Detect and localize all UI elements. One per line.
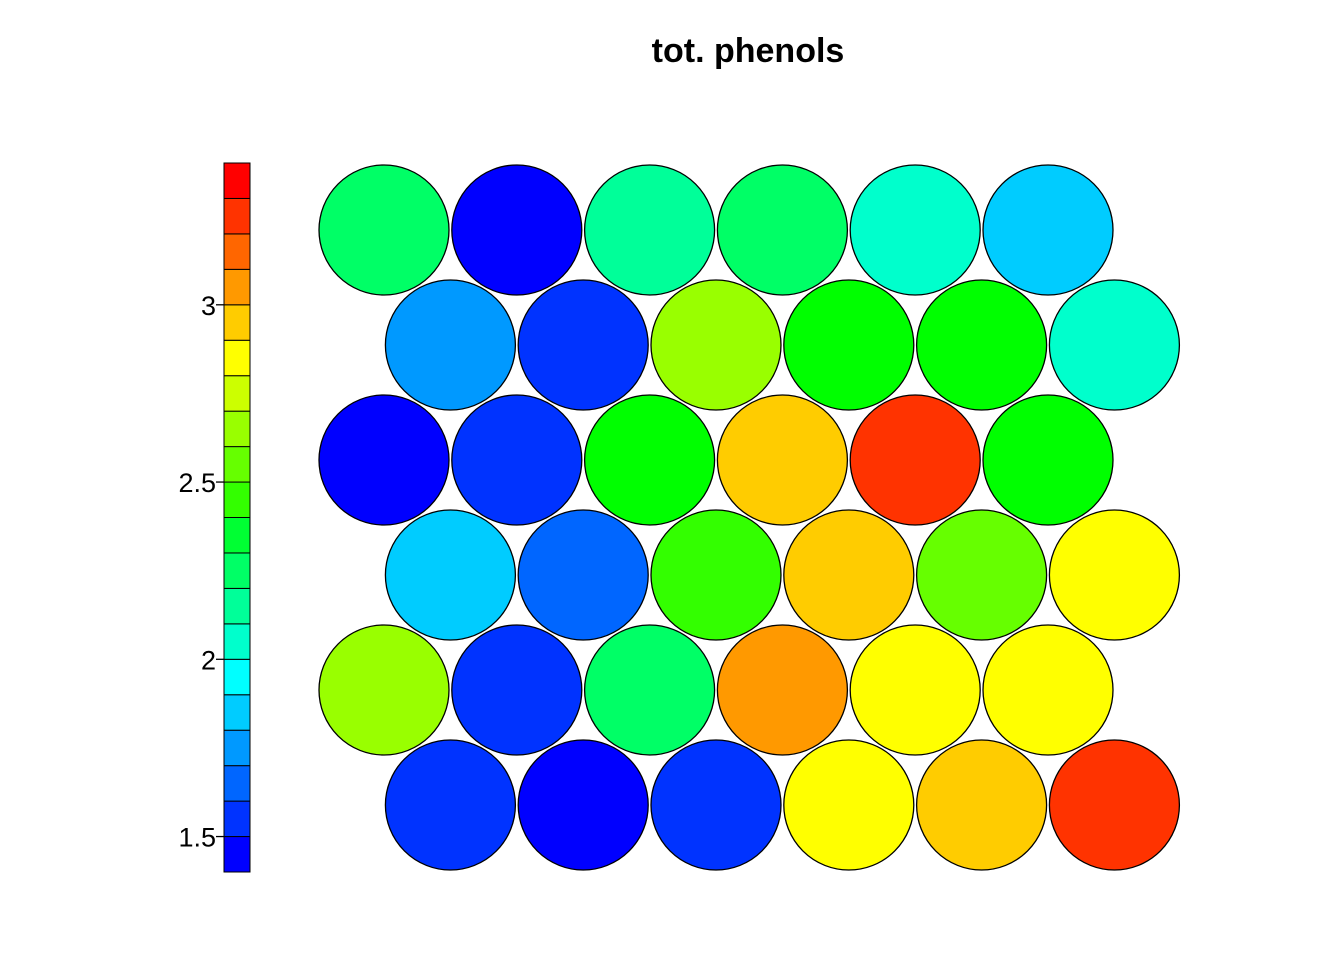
som-node-cell: [1048, 739, 1181, 871]
som-node-cell: [650, 279, 782, 411]
som-node-cell: [517, 739, 649, 871]
colorbar-swatch: [223, 694, 251, 731]
som-node-cell: [583, 624, 716, 756]
colorbar-swatch: [223, 197, 251, 235]
colorbar-swatch: [223, 233, 251, 270]
som-node-cell: [1048, 279, 1181, 411]
colorbar-swatch: [223, 304, 251, 341]
som-node-cell: [1048, 509, 1181, 641]
som-node-cell: [982, 164, 1114, 296]
colorbar-swatch: [223, 587, 251, 625]
som-node-cell: [915, 509, 1048, 641]
som-node-cell: [517, 509, 649, 641]
som-node-cell: [650, 509, 782, 641]
colorbar-swatch: [223, 836, 251, 873]
colorbar-swatch: [223, 162, 251, 199]
colorbar-swatch: [223, 410, 251, 448]
colorbar-tick-label: 2: [201, 645, 216, 675]
colorbar: [223, 162, 251, 873]
som-node-cell: [583, 394, 716, 526]
colorbar-swatch: [223, 517, 251, 554]
som-node-cell: [318, 624, 450, 756]
colorbar-swatch: [223, 446, 251, 483]
som-node-cell: [318, 164, 450, 296]
som-node-cell: [716, 394, 849, 526]
som-node-cell: [517, 279, 649, 411]
som-node-cell: [915, 739, 1048, 871]
colorbar-tick-label: 3: [201, 291, 216, 321]
som-node-cell: [849, 164, 981, 296]
som-node-cell: [849, 624, 981, 756]
som-node-cell: [384, 279, 517, 411]
som-node-cell: [583, 164, 716, 296]
som-node-cell: [915, 279, 1048, 411]
som-node-cell: [650, 739, 782, 871]
som-node-cell: [451, 164, 583, 296]
som-node-cell: [451, 394, 583, 526]
som-node-cell: [849, 394, 981, 526]
colorbar-swatch: [223, 623, 251, 660]
som-node-cell: [783, 279, 915, 411]
som-node-cell: [982, 624, 1114, 756]
som-node-cell: [783, 509, 915, 641]
colorbar-tick-label: 2.5: [178, 468, 216, 498]
som-node-cell: [716, 164, 849, 296]
som-node-cell: [783, 739, 915, 871]
colorbar-swatch: [223, 552, 251, 589]
som-node-cell: [384, 739, 517, 871]
som-node-cell: [982, 394, 1114, 526]
som-node-cell: [451, 624, 583, 756]
colorbar-swatch: [223, 375, 251, 412]
colorbar-ticks: 1.5 2 2.5 3: [178, 291, 224, 853]
som-node-cell: [318, 394, 450, 526]
colorbar-swatch: [223, 729, 251, 767]
colorbar-tick-label: 1.5: [178, 823, 216, 853]
colorbar-swatch: [223, 765, 251, 802]
colorbar-swatch: [223, 339, 251, 377]
colorbar-swatch: [223, 658, 251, 696]
som-node-cell: [716, 624, 849, 756]
colorbar-swatch: [223, 268, 251, 306]
colorbar-swatch: [223, 481, 251, 518]
chart-title: tot. phenols: [652, 32, 845, 70]
som-node-cell: [384, 509, 517, 641]
colorbar-swatch: [223, 800, 251, 838]
hex-map: [318, 164, 1181, 871]
